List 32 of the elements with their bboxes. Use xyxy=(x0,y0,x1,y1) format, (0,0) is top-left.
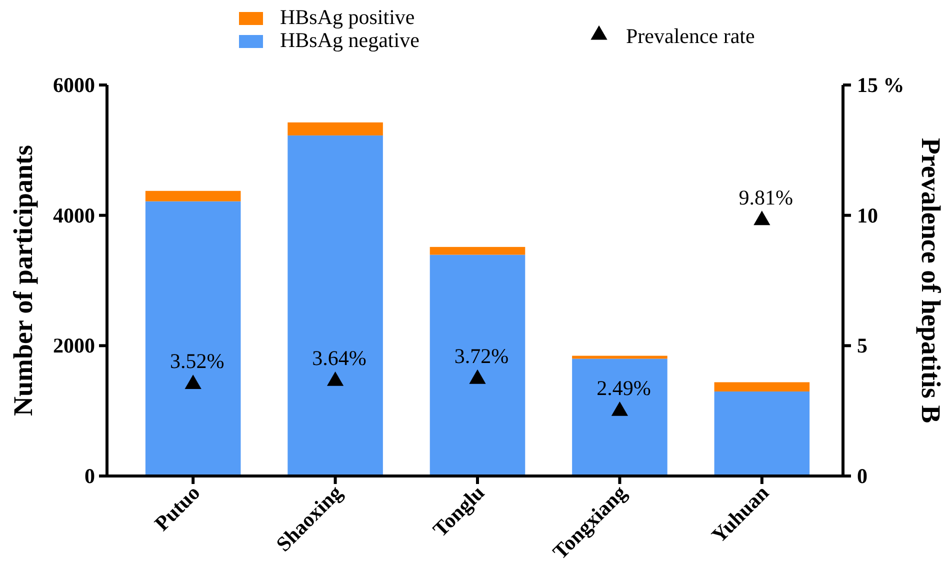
y-tick-label: 2000 xyxy=(53,334,95,358)
point xyxy=(469,369,486,384)
y2-tick-label: 10 xyxy=(857,203,878,228)
y2-tick-label: 5 xyxy=(857,334,868,358)
y-tick-label: 4000 xyxy=(53,203,95,228)
bar xyxy=(714,391,810,476)
point xyxy=(326,372,344,386)
point xyxy=(184,374,202,390)
y2-tick-label: 0 xyxy=(857,464,868,488)
y2-axis-title: Prevalence of hepatitis B xyxy=(916,138,946,424)
y2-tick-label: 15 % xyxy=(857,73,904,97)
point xyxy=(754,210,770,226)
data-label: 3.64% xyxy=(312,346,366,370)
data-label: 3.52% xyxy=(170,349,224,374)
data-label: 3.72% xyxy=(454,344,509,368)
y-tick-label: 6000 xyxy=(53,73,95,97)
bar xyxy=(572,358,668,476)
data-label: 2.49% xyxy=(596,376,651,400)
bar xyxy=(145,190,241,202)
legend-label: HBsAg negative xyxy=(280,28,420,52)
legend-label: Prevalence rate xyxy=(626,24,755,48)
data-label: 9.81% xyxy=(738,185,794,210)
bar xyxy=(288,122,383,136)
bar xyxy=(430,246,526,255)
legend-label: HBsAg positive xyxy=(280,5,415,29)
point xyxy=(611,401,628,416)
bar xyxy=(430,254,526,476)
bar xyxy=(288,135,383,476)
bar xyxy=(145,201,241,476)
y-tick-label: 0 xyxy=(84,464,95,488)
y-axis-title: Number of participants xyxy=(8,144,38,416)
bar xyxy=(714,382,810,392)
